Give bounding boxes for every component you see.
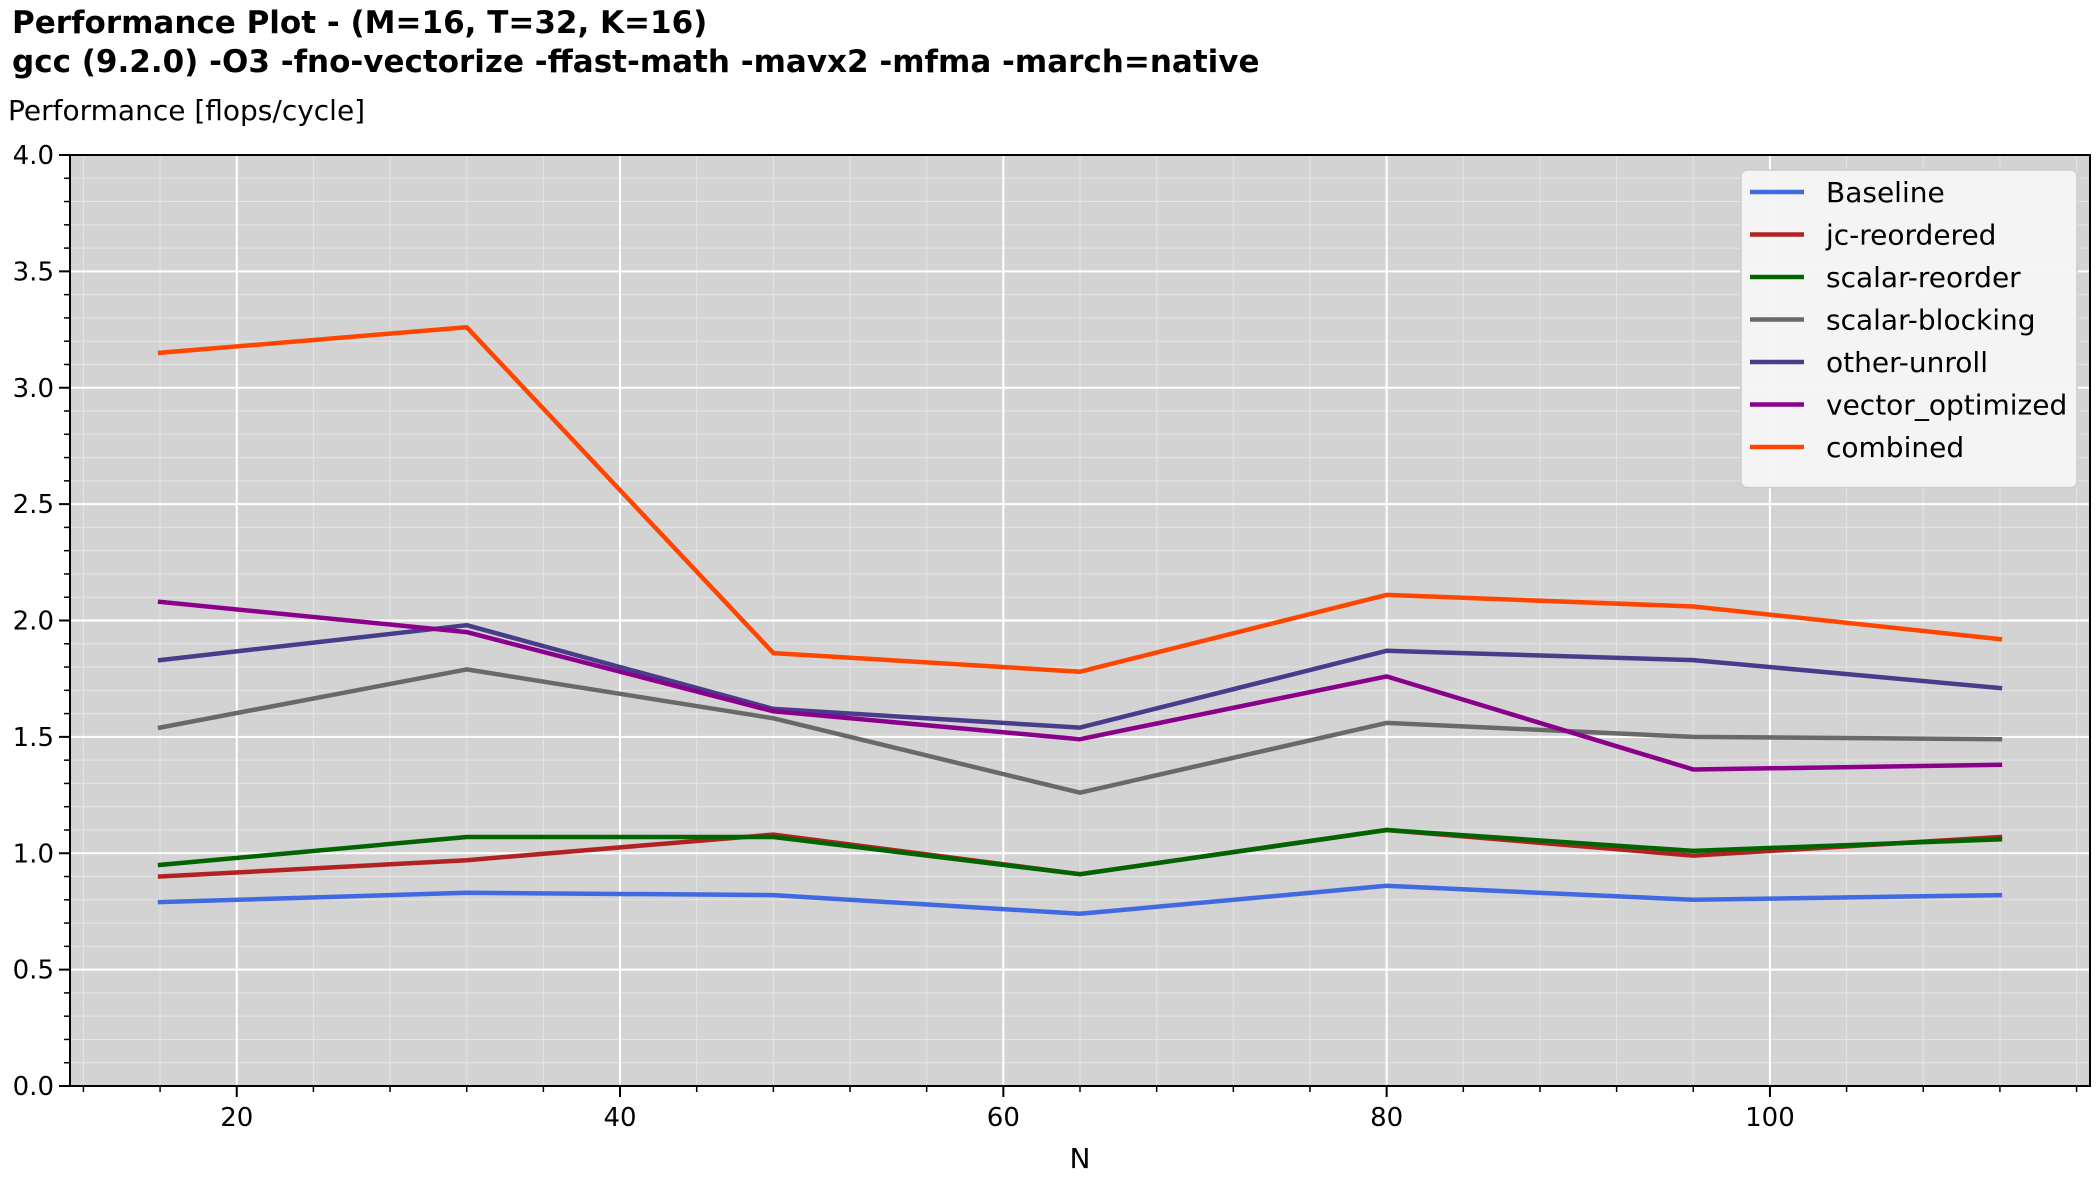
legend: Baseline jc-reordered scalar-reorder scalar… — [1740, 169, 2078, 489]
legend-label: jc-reordered — [1825, 219, 1996, 252]
y-axis: 0.0 0.5 1.0 1.5 2.0 2.5 3.0 3.5 4.0 — [13, 141, 70, 1102]
chart-title: Performance Plot - (M=16, T=32, K=16) — [12, 5, 707, 41]
legend-label: scalar-blocking — [1826, 304, 2036, 337]
legend-label: other-unroll — [1826, 346, 1988, 379]
series-line-combined — [157, 324, 2003, 674]
series-line-vector-optimized — [157, 599, 2003, 772]
y-tick-label: 4.0 — [13, 141, 54, 171]
y-tick-label: 0.0 — [13, 1072, 54, 1102]
x-tick-label: 100 — [1745, 1103, 1795, 1133]
series-line-other-unroll — [157, 622, 2003, 730]
legend-label: vector_optimized — [1826, 389, 2067, 422]
legend-box — [1740, 169, 2078, 489]
y-tick-label: 3.0 — [13, 374, 54, 404]
x-axis-label: N — [1070, 1142, 1091, 1175]
series-line-scalar-reorder — [157, 827, 2003, 877]
y-tick-label: 2.0 — [13, 607, 54, 637]
chart-subtitle: gcc (9.2.0) -O3 -fno-vectorize -ffast-ma… — [12, 44, 1260, 80]
x-axis: 20 40 60 80 100 — [82, 1086, 2078, 1133]
legend-label: scalar-reorder — [1826, 261, 2021, 294]
legend-label: combined — [1826, 431, 1964, 464]
y-tick-label: 2.5 — [13, 490, 54, 520]
y-tick-label: 3.5 — [13, 257, 54, 287]
series-line-baseline — [157, 883, 2003, 917]
y-tick-label: 1.0 — [13, 839, 54, 869]
x-tick-label: 80 — [1370, 1103, 1403, 1133]
y-axis-label: Performance [flops/cycle] — [8, 94, 365, 127]
x-tick-label: 40 — [603, 1103, 636, 1133]
series-layer — [157, 324, 2003, 917]
x-tick-label: 60 — [987, 1103, 1020, 1133]
x-tick-label: 20 — [220, 1103, 253, 1133]
legend-label: Baseline — [1826, 176, 1945, 209]
y-tick-label: 0.5 — [13, 956, 54, 986]
series-line-scalar-blocking — [157, 667, 2003, 795]
y-tick-label: 1.5 — [13, 723, 54, 753]
